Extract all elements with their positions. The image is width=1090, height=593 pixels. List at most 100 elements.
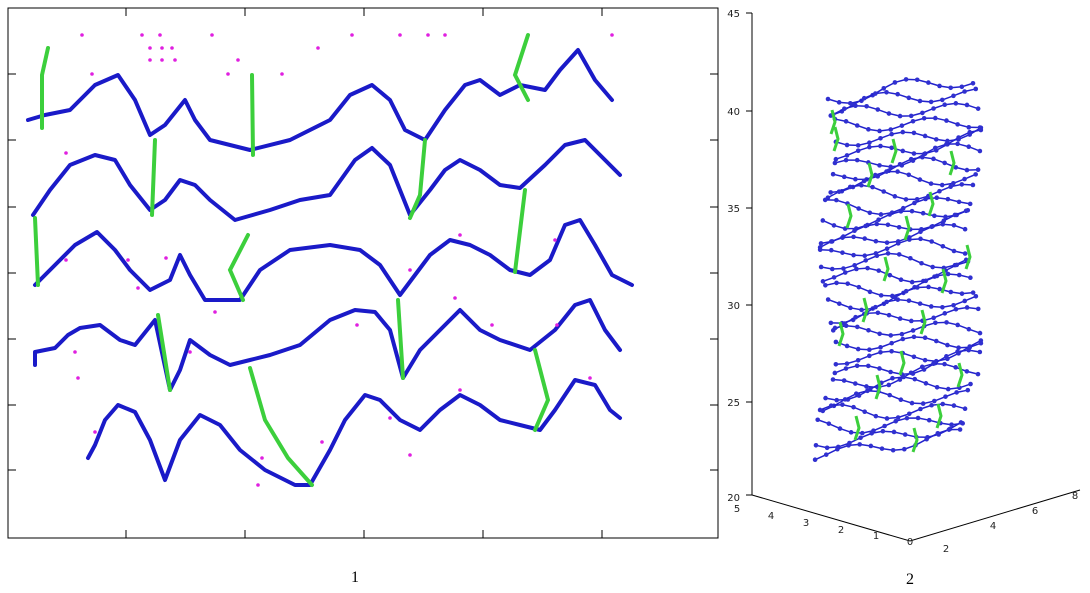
marker [843,119,849,124]
marker [881,86,887,91]
marker [939,182,945,188]
marker [898,397,904,403]
marker [886,382,892,388]
link [903,215,911,241]
marker [945,271,951,277]
marker [832,325,838,331]
marker [962,406,968,411]
marker [899,331,905,337]
marker [895,415,901,420]
marker [964,102,970,108]
link [927,191,935,217]
marker [842,397,848,402]
marker [853,314,858,320]
marker [954,390,959,395]
marker [906,411,912,417]
marker [844,361,850,366]
marker [928,304,934,309]
marker [944,354,949,359]
marker [878,293,884,298]
marker [856,206,861,211]
marker [825,96,831,102]
marker [860,430,865,436]
marker [965,387,971,393]
marker [970,182,976,188]
marker [896,224,902,230]
marker [865,363,871,369]
marker [923,278,929,284]
marker [877,331,882,337]
marker [828,403,834,408]
marker [922,335,928,340]
x-tick-label: 3 [803,518,809,529]
marker [953,165,959,170]
marker [955,322,960,328]
marker [867,210,873,216]
marker [899,123,905,128]
marker [853,176,858,182]
marker [973,86,979,92]
marker [955,141,960,147]
marker [833,156,839,162]
trajectory [834,143,981,168]
marker [918,236,923,242]
marker [831,223,837,228]
marker [922,357,928,363]
marker [848,430,854,435]
marker [876,268,882,273]
marker [962,89,967,94]
marker [855,346,861,352]
marker [854,266,859,272]
marker [832,370,838,376]
link [845,203,853,229]
marker [964,167,970,173]
marker [917,301,923,306]
marker [959,182,965,187]
marker [955,122,960,127]
marker [970,290,976,295]
marker [933,338,939,344]
marker [968,381,973,387]
marker [900,205,906,211]
marker [877,366,882,371]
marker [953,101,959,106]
y-tick-label: 8 [1072,491,1078,502]
marker [836,301,842,306]
link [948,150,956,176]
marker [932,398,937,404]
marker [882,423,887,429]
marker [836,189,842,194]
marker [966,326,972,332]
marker [843,157,849,163]
marker [895,297,901,302]
marker [931,156,936,162]
marker [964,305,970,310]
axes [746,12,1081,542]
marker [937,286,942,292]
marker [889,145,894,151]
marker [896,252,902,257]
points [64,33,614,487]
z-tick-label: 30 [727,301,740,312]
marker [963,208,969,214]
link [964,244,972,270]
marker [868,443,874,449]
marker [864,103,869,109]
marker [843,323,849,329]
marker [888,333,894,338]
marker [901,374,906,380]
marker [904,415,910,421]
marker [834,280,839,286]
marker [948,85,953,91]
marker [943,394,948,399]
marker [951,302,956,308]
marker [962,298,968,304]
marker [908,370,914,376]
marker [830,171,836,177]
marker [878,345,883,350]
marker [831,275,837,280]
marker [878,349,883,355]
marker [975,306,981,312]
marker [815,417,820,423]
